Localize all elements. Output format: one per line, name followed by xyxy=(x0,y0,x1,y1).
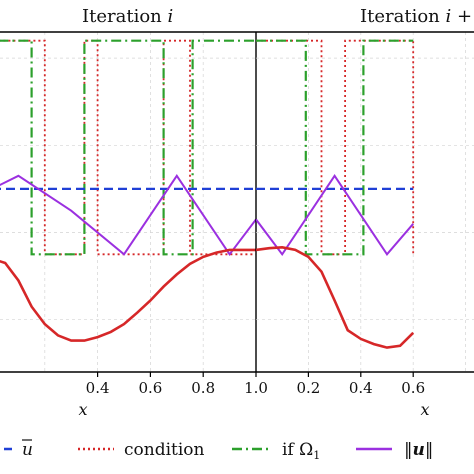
panel-2: 0.2 0.4 0.6 x Iteration i + xyxy=(256,6,474,419)
series-if-omega xyxy=(0,39,256,256)
legend-label: u xyxy=(22,440,33,460)
legend: u condition if Ω1 ‖u‖ xyxy=(0,439,433,462)
series-solution xyxy=(0,248,256,342)
x-axis-label: x xyxy=(420,400,429,419)
legend-item-ubar: u xyxy=(0,439,33,460)
panel-title: Iteration i xyxy=(82,6,173,27)
series-condition xyxy=(256,39,415,256)
series-group xyxy=(256,39,415,349)
panel-1: 0.4 0.6 0.8 1.0 x Iteration i xyxy=(0,6,268,419)
x-tick-label: 1.0 xyxy=(244,379,268,397)
legend-label: condition xyxy=(124,440,205,460)
x-tick-label: 0.6 xyxy=(138,379,162,397)
x-tick-label: 0.2 xyxy=(296,379,320,397)
panel-title: Iteration i + xyxy=(360,6,472,27)
legend-item-condition: condition xyxy=(78,440,205,460)
legend-label: ‖u‖ xyxy=(404,440,433,460)
legend-item-if-omega: if Ω1 xyxy=(232,440,320,462)
grid xyxy=(256,32,474,372)
series-if-omega xyxy=(256,39,414,256)
x-tick-label: 0.4 xyxy=(86,379,110,397)
series-condition xyxy=(0,39,256,256)
x-tick-label: 0.8 xyxy=(191,379,215,397)
x-tick-label: 0.6 xyxy=(401,379,425,397)
series-norm-u xyxy=(256,173,414,257)
legend-item-norm-u: ‖u‖ xyxy=(356,440,433,460)
series-group xyxy=(0,39,256,342)
x-axis-label: x xyxy=(78,400,87,419)
x-tick-label: 0.4 xyxy=(349,379,373,397)
legend-label: if Ω1 xyxy=(282,440,320,462)
series-solution xyxy=(256,245,415,349)
series-norm-u xyxy=(0,174,256,257)
